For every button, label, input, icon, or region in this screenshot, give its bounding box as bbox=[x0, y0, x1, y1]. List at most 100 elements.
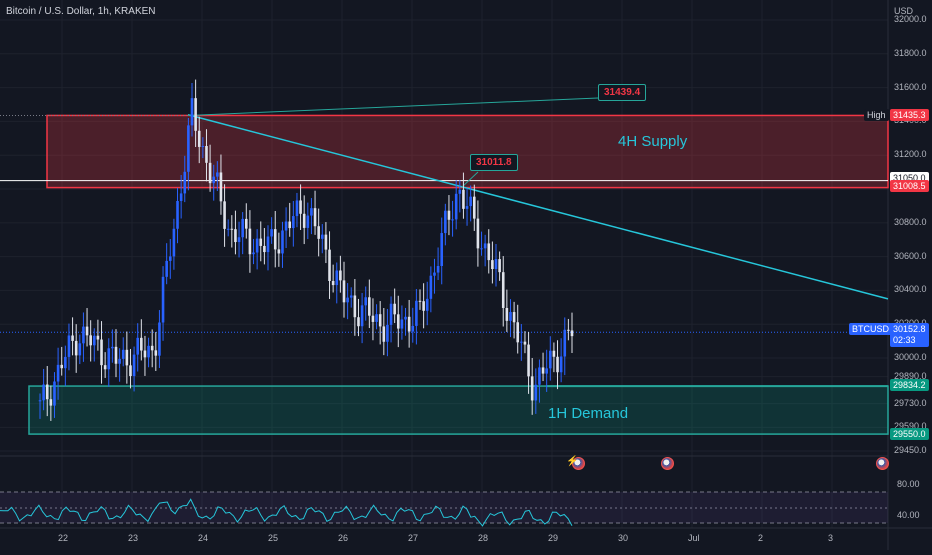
time-tick-label: 27 bbox=[408, 533, 419, 543]
candle-body bbox=[266, 236, 270, 253]
candle-body bbox=[462, 189, 465, 209]
candle-body bbox=[56, 364, 60, 382]
candle-body bbox=[509, 312, 512, 321]
price-tick-label: 29590.0 bbox=[894, 421, 927, 432]
candle-body bbox=[393, 303, 396, 315]
candle-body bbox=[491, 260, 494, 270]
candle-body bbox=[118, 358, 121, 364]
candle-body bbox=[378, 314, 382, 327]
candle-body bbox=[132, 354, 136, 377]
candle-body bbox=[465, 206, 469, 209]
candle-body bbox=[197, 130, 201, 147]
rsi-lower-label: 40.00 bbox=[897, 510, 920, 520]
candle-body bbox=[67, 335, 71, 357]
candle-body bbox=[512, 312, 516, 323]
candle-body bbox=[458, 189, 462, 194]
candle-body bbox=[71, 335, 74, 341]
demand-zone-label: 1H Demand bbox=[548, 405, 629, 422]
candle-body bbox=[538, 367, 541, 385]
candle-body bbox=[567, 329, 570, 331]
time-tick-label: 29 bbox=[548, 533, 559, 543]
candle-body bbox=[487, 243, 491, 261]
candle-body bbox=[273, 229, 277, 250]
last-price: 30152.8 bbox=[893, 324, 926, 334]
candle-body bbox=[386, 324, 389, 342]
candle-body bbox=[150, 345, 154, 351]
candle-body bbox=[263, 245, 266, 253]
candle-body bbox=[208, 162, 212, 184]
candle-body bbox=[563, 329, 567, 357]
candle-body bbox=[357, 317, 360, 327]
candle-body bbox=[440, 233, 444, 266]
us-flag-icon[interactable] bbox=[661, 457, 674, 470]
time-tick-label: 22 bbox=[58, 533, 69, 543]
time-tick-label: 28 bbox=[478, 533, 489, 543]
last-price-tag: 30152.8 02:33 bbox=[890, 323, 929, 347]
candle-body bbox=[129, 365, 132, 377]
candle-body bbox=[85, 326, 89, 336]
candle-body bbox=[107, 348, 111, 370]
candle-body bbox=[168, 256, 172, 261]
candle-body bbox=[548, 350, 552, 369]
candle-body bbox=[320, 234, 324, 239]
candle-body bbox=[284, 221, 288, 231]
candle-body bbox=[559, 356, 563, 373]
price-tick-label: 31800.0 bbox=[894, 47, 927, 58]
candle-body bbox=[96, 335, 100, 340]
candle-body bbox=[143, 350, 147, 358]
candle-body bbox=[125, 349, 129, 366]
candle-body bbox=[368, 297, 371, 316]
candle-body bbox=[472, 196, 476, 219]
candle-body bbox=[281, 230, 284, 254]
candle-body bbox=[190, 98, 194, 126]
us-flag-icon[interactable] bbox=[572, 457, 585, 470]
candle-body bbox=[172, 228, 176, 257]
time-tick-label: 23 bbox=[128, 533, 139, 543]
candle-body bbox=[100, 339, 103, 366]
demand-top-tag: 29834.2 bbox=[890, 379, 929, 391]
symbol-title: Bitcoin / U.S. Dollar, 1h, KRAKEN bbox=[6, 6, 156, 17]
time-tick-label: Jul bbox=[688, 533, 700, 543]
candle-body bbox=[400, 319, 404, 329]
candle-body bbox=[418, 300, 422, 302]
candle-body bbox=[288, 221, 292, 229]
candle-body bbox=[444, 210, 447, 234]
candle-body bbox=[201, 145, 205, 147]
candle-body bbox=[244, 218, 248, 229]
candle-body bbox=[205, 145, 208, 163]
candle-body bbox=[534, 384, 538, 401]
candle-body bbox=[292, 216, 295, 229]
demand-zone bbox=[28, 385, 889, 435]
candle-body bbox=[194, 98, 197, 131]
rsi-upper-label: 80.00 bbox=[897, 479, 920, 489]
candle-body bbox=[342, 280, 346, 303]
callout-connector bbox=[187, 97, 599, 116]
callout-touch[interactable]: 31011.8 bbox=[470, 154, 518, 171]
candle-body bbox=[328, 249, 331, 281]
candle-body bbox=[476, 218, 480, 249]
candle-body bbox=[523, 341, 527, 345]
candle-body bbox=[176, 200, 179, 229]
supply-zone-label: 4H Supply bbox=[618, 133, 688, 150]
candle-body bbox=[505, 307, 509, 321]
time-tick-label: 3 bbox=[828, 533, 834, 543]
callout-high[interactable]: 31439.4 bbox=[598, 84, 647, 101]
candle-body bbox=[42, 384, 45, 401]
candle-body bbox=[451, 219, 454, 221]
candle-body bbox=[230, 228, 234, 230]
candle-body bbox=[404, 316, 407, 320]
candle-body bbox=[111, 346, 114, 349]
candle-body bbox=[226, 228, 230, 230]
price-tick-label: 32000.0 bbox=[894, 14, 927, 24]
candle-body bbox=[154, 350, 158, 356]
candle-body bbox=[516, 322, 520, 343]
candle-body bbox=[140, 337, 143, 351]
demand-bottom-tag: 29550.0 bbox=[890, 428, 929, 440]
candle-body bbox=[306, 215, 310, 228]
us-flag-icon[interactable] bbox=[876, 457, 889, 470]
candle-body bbox=[255, 238, 259, 253]
candle-body bbox=[331, 280, 335, 286]
candle-body bbox=[161, 276, 165, 323]
